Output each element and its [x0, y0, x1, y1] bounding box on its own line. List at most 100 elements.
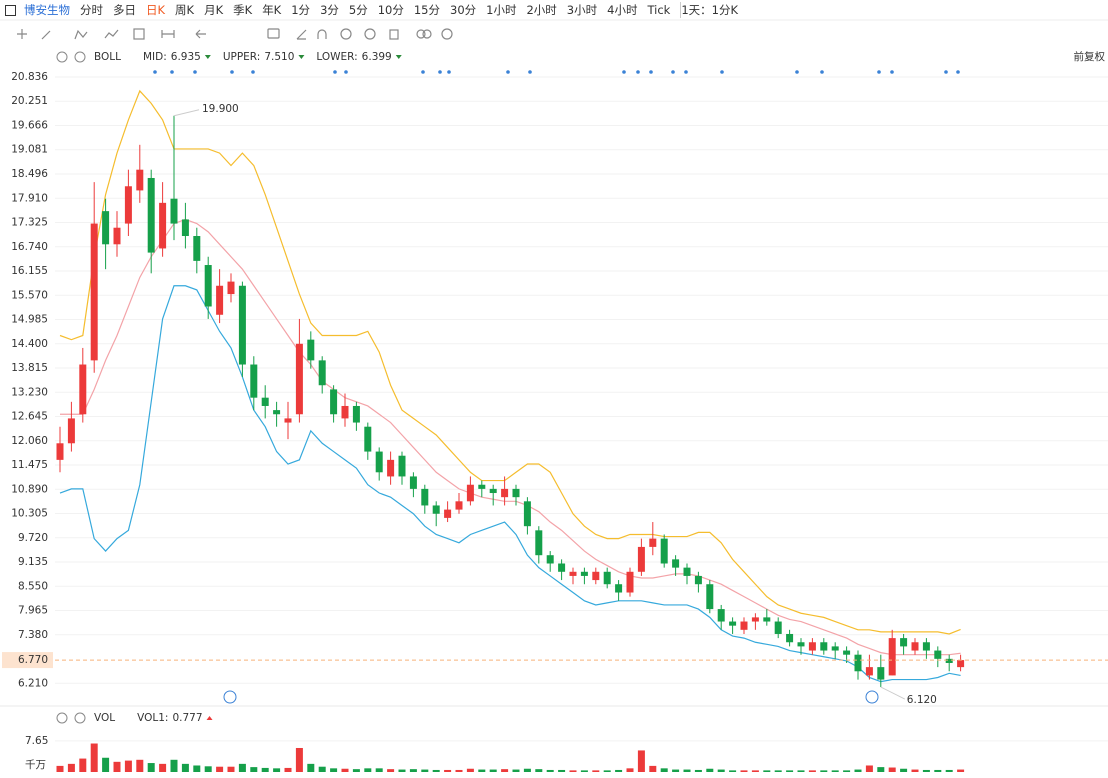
- candle-body: [934, 650, 942, 659]
- period-tab[interactable]: 3分: [320, 3, 339, 17]
- legend-name: MID:: [143, 51, 167, 63]
- tool-icon[interactable]: [389, 29, 399, 40]
- tool-icon[interactable]: [364, 28, 376, 40]
- candle-body: [113, 227, 121, 245]
- period-tab[interactable]: 月K: [204, 3, 224, 17]
- volume-bar: [478, 769, 486, 772]
- period-tab[interactable]: 10分: [377, 3, 404, 17]
- period-tab[interactable]: Tick: [647, 3, 671, 17]
- candle-body: [626, 571, 634, 593]
- volume-bar: [706, 768, 714, 772]
- volume-bar: [113, 761, 121, 772]
- tool-icon[interactable]: [422, 29, 432, 39]
- candle-body: [603, 571, 611, 585]
- volume-bar: [409, 769, 417, 772]
- candle-body: [865, 667, 873, 676]
- period-tab[interactable]: 季K: [233, 3, 253, 17]
- candle-body: [284, 418, 292, 423]
- settings-icon[interactable]: [56, 712, 68, 724]
- candle-body: [512, 488, 520, 498]
- event-markers: [223, 690, 879, 704]
- candle-body: [911, 642, 919, 651]
- period-tab[interactable]: 2小时: [526, 3, 557, 17]
- tool-icon[interactable]: [340, 28, 352, 40]
- period-tab[interactable]: 周K: [175, 3, 195, 17]
- volume-ma-name: VOL1:: [137, 712, 168, 724]
- volume-bar: [341, 768, 349, 772]
- event-dot: [230, 70, 234, 74]
- candle-body: [432, 505, 440, 514]
- close-icon[interactable]: [74, 51, 86, 63]
- period-tab[interactable]: 年K: [262, 3, 282, 17]
- volume-bar: [204, 766, 212, 772]
- y-tick-label: 19.081: [11, 144, 48, 156]
- tool-icon[interactable]: [317, 29, 327, 39]
- period-tab[interactable]: 3小时: [566, 3, 598, 17]
- volume-bar: [284, 767, 292, 772]
- candle-body: [102, 211, 110, 245]
- event-dot: [193, 70, 197, 74]
- period-tab[interactable]: 5分: [348, 3, 368, 17]
- tool-icon[interactable]: [416, 29, 426, 39]
- tool-icon[interactable]: [195, 29, 206, 39]
- stock-name[interactable]: 博安生物: [24, 3, 70, 17]
- volume-bar: [934, 769, 942, 772]
- y-tick-label: 14.985: [11, 314, 48, 326]
- volume-bar: [261, 767, 269, 772]
- tool-icon[interactable]: [267, 28, 280, 39]
- y-tick-label: 16.155: [11, 265, 48, 277]
- y-tick-label: 16.740: [11, 241, 48, 253]
- period-tab[interactable]: 1小时: [486, 3, 517, 17]
- legend-value: 7.510: [264, 51, 294, 63]
- tool-icon[interactable]: [133, 28, 145, 40]
- tool-icon[interactable]: [41, 30, 51, 40]
- tool-icon[interactable]: [161, 30, 175, 38]
- volume-bar: [615, 769, 623, 772]
- volume-bar: [387, 769, 395, 772]
- settings-icon[interactable]: [56, 51, 68, 63]
- volume-bar: [193, 765, 201, 772]
- volume-bar: [729, 770, 737, 772]
- tool-icon[interactable]: [104, 29, 119, 39]
- volume-bar: [250, 767, 258, 772]
- candle-body: [250, 364, 258, 398]
- period-tab[interactable]: 多日: [113, 3, 136, 17]
- legend-name: LOWER:: [316, 51, 357, 63]
- candle-body: [227, 281, 235, 295]
- period-tab[interactable]: 15分: [413, 3, 440, 17]
- period-tab[interactable]: 日K: [146, 3, 166, 17]
- panel-icon[interactable]: [5, 4, 16, 16]
- candle-body: [843, 650, 851, 655]
- volume-bar: [147, 763, 155, 772]
- tool-icon[interactable]: [296, 29, 307, 40]
- close-icon[interactable]: [74, 712, 86, 724]
- period-tab[interactable]: 4小时: [607, 3, 638, 17]
- volume-bar: [603, 770, 611, 772]
- volume-bar: [649, 765, 657, 772]
- period-tab[interactable]: 分时: [80, 3, 103, 17]
- period-tab[interactable]: 30分: [450, 3, 477, 17]
- candle-body: [364, 426, 372, 452]
- event-marker[interactable]: [865, 690, 879, 704]
- event-marker[interactable]: [223, 690, 237, 704]
- volume-bar: [90, 743, 98, 772]
- candle-body: [455, 501, 463, 510]
- event-dot: [671, 70, 675, 74]
- tool-icon[interactable]: [17, 29, 27, 39]
- volume-bar: [865, 765, 873, 772]
- volume-bar: [455, 769, 463, 772]
- tool-icon[interactable]: [441, 28, 453, 40]
- tool-icon[interactable]: [74, 29, 88, 40]
- event-dot: [506, 70, 510, 74]
- volume-bar: [580, 770, 588, 772]
- toolbar: 博安生物 分时 多日 日K 周K 月K 季K 年K 1分 3分 5分 10分 15分 30分 1小时 2小时 3…: [0, 0, 1108, 20]
- volume-bar: [56, 765, 64, 772]
- candle-body: [808, 642, 816, 651]
- period-selector[interactable]: 1天：1分K: [680, 2, 738, 18]
- candle-body: [922, 642, 930, 651]
- candle-body: [478, 484, 486, 489]
- period-tab[interactable]: 1分: [291, 3, 311, 17]
- y-tick-label: 18.496: [11, 168, 48, 180]
- volume-bar: [159, 763, 167, 772]
